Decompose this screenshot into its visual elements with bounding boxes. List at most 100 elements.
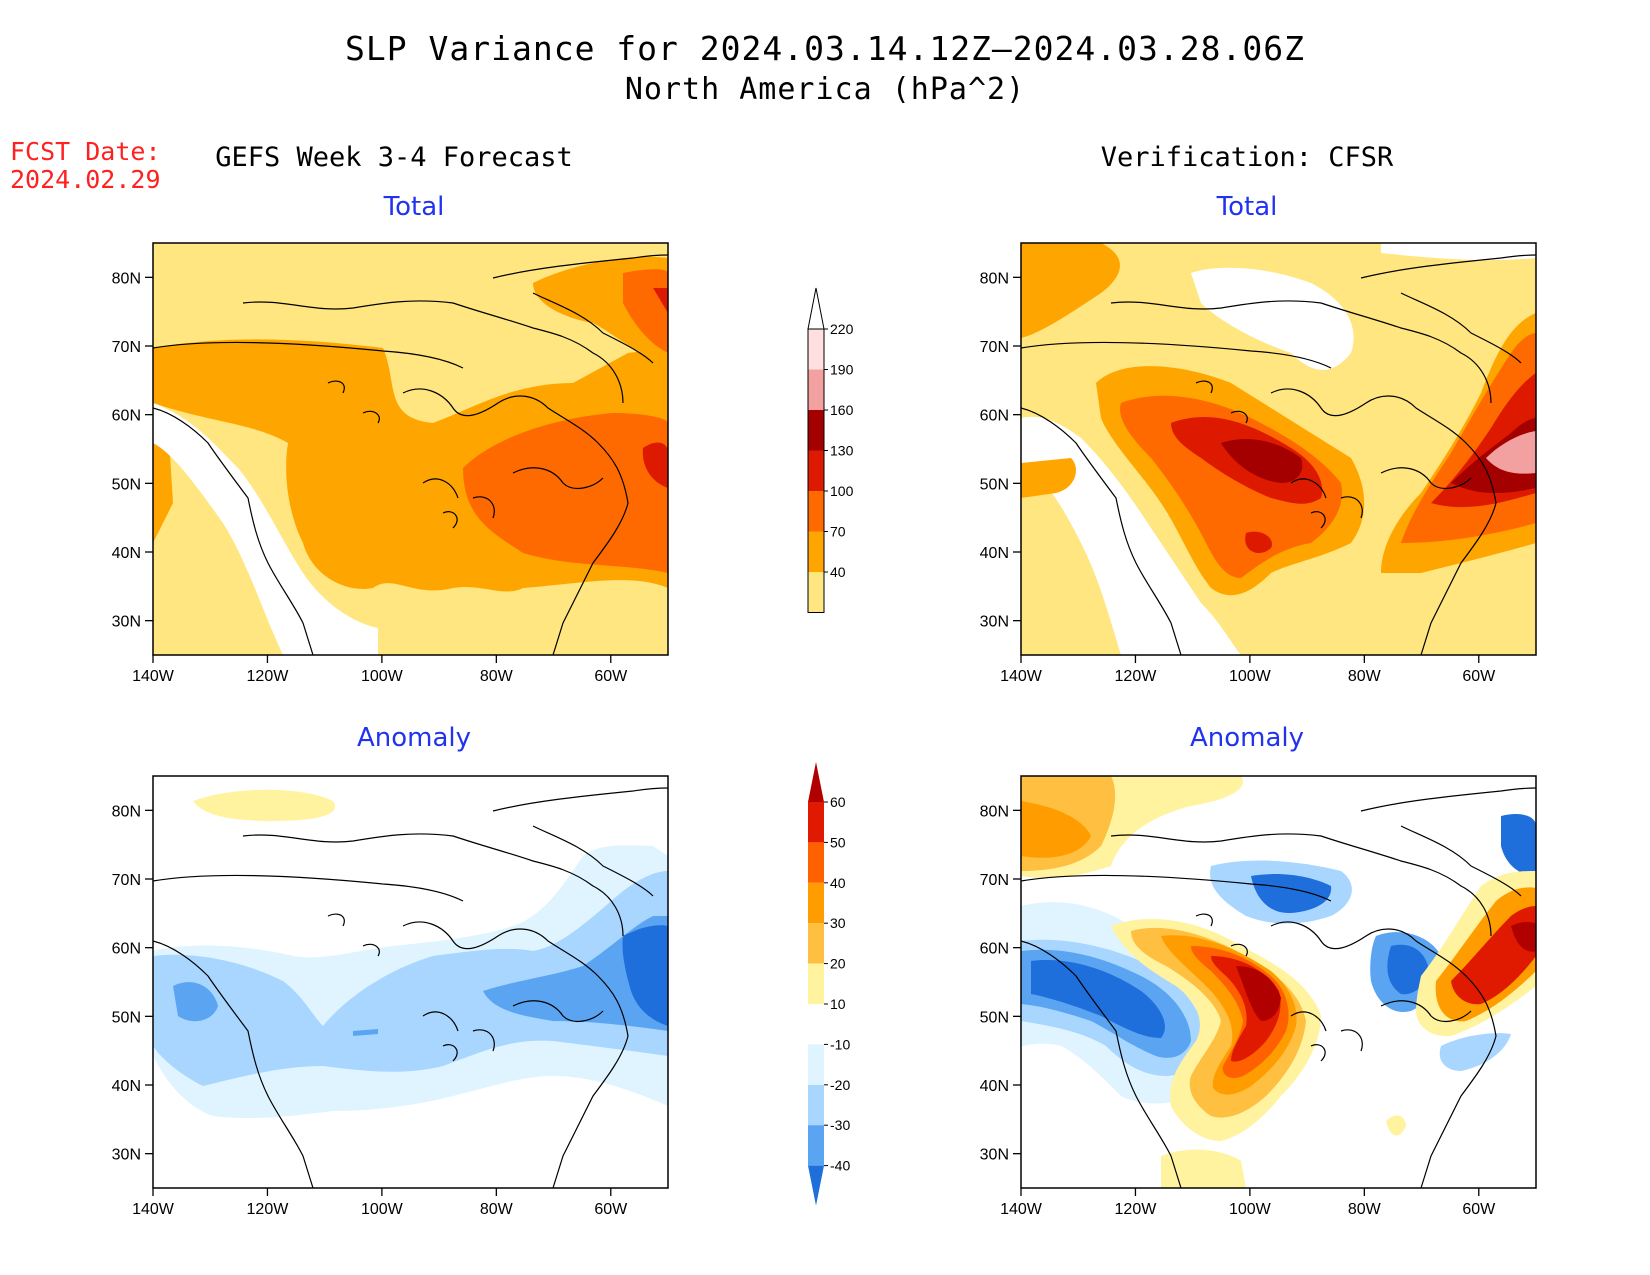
map-forecast-total: [152, 242, 669, 656]
lat-tick-label: 50N: [112, 476, 141, 493]
map-frame: [1020, 775, 1537, 1189]
colorbar-tick-label: -40: [830, 1158, 850, 1174]
contour-fill-below-minus40-east: [1387, 944, 1429, 995]
lat-tick-label: 40N: [112, 545, 141, 562]
lon-tick-label: 60W: [1462, 1201, 1496, 1218]
lon-tick-label: 140W: [1000, 1201, 1043, 1218]
lat-tick-label: 70N: [112, 872, 141, 889]
colorbar-swatch: [808, 329, 824, 370]
colorbar-swatch: [808, 491, 824, 532]
lat-tick-label: 50N: [980, 476, 1009, 493]
lon-tick-label: 100W: [1229, 668, 1272, 685]
colorbar-tick-label: 60: [830, 794, 846, 810]
colorbar-tick-label: 190: [830, 362, 854, 378]
contour-fill-above-60-east: [1511, 921, 1536, 952]
colorbar-swatch: [808, 369, 824, 410]
map-forecast-anomaly: [152, 775, 669, 1189]
colorbar-tick-label: 30: [830, 915, 846, 931]
contour-fill-130-160-south: [1245, 531, 1272, 553]
colorbar-tick-label: 40: [830, 564, 846, 580]
chart-subtitle: North America (hPa^2): [624, 72, 1026, 107]
lon-tick-label: 60W: [594, 1201, 628, 1218]
lat-tick-label: 70N: [112, 339, 141, 356]
colorbar-tick-label: 100: [830, 483, 854, 499]
colorbar-swatch: [808, 842, 824, 883]
lon-tick-label: 120W: [247, 668, 290, 685]
lon-tick-label: 80W: [480, 1201, 514, 1218]
lon-tick-label: 100W: [1229, 1201, 1272, 1218]
contour-fill-above-60-central: [1236, 966, 1281, 1021]
map-frame: [152, 775, 669, 1189]
lon-tick-label: 140W: [1000, 668, 1043, 685]
colorbar-swatch: [808, 410, 824, 451]
contour-fill-below-minus40-ne: [1501, 814, 1536, 876]
lon-tick-label: 140W: [132, 1201, 175, 1218]
lat-tick-label: 80N: [112, 270, 141, 287]
lat-tick-label: 30N: [980, 1147, 1009, 1164]
lat-tick-label: 40N: [112, 1078, 141, 1095]
contour-fill-130-160-north: [653, 288, 668, 313]
lon-tick-label: 80W: [1348, 668, 1382, 685]
contour-fill-190-220: [1486, 431, 1536, 474]
contour-fill-10-20-gulf: [1386, 1115, 1406, 1136]
map-verification-anomaly: [1020, 775, 1537, 1189]
lon-tick-label: 100W: [361, 668, 404, 685]
lon-tick-label: 140W: [132, 668, 175, 685]
contour-fill-100-130-central: [1120, 395, 1342, 578]
contour-fill-minus30-minus40-east: [483, 916, 668, 1031]
lat-tick-label: 60N: [980, 941, 1009, 958]
contour-fill-10-20: [193, 789, 335, 821]
colorbar-swatch: [808, 1004, 824, 1045]
panel-title-top-left: Total: [383, 192, 445, 222]
colorbar-cap-top: [807, 287, 825, 330]
lon-tick-label: 80W: [480, 668, 514, 685]
lat-tick-label: 80N: [980, 803, 1009, 820]
contour-fill-100-130: [463, 413, 668, 573]
lon-tick-label: 120W: [1115, 1201, 1158, 1218]
lon-tick-label: 120W: [1115, 668, 1158, 685]
contour-fill-below-minus40-west: [1031, 960, 1165, 1038]
colorbar-swatch: [808, 802, 824, 843]
colorbar-outline: [807, 328, 825, 613]
lat-tick-label: 30N: [112, 1147, 141, 1164]
lat-tick-label: 60N: [112, 941, 141, 958]
contour-fill-minus30-small: [353, 1029, 378, 1036]
lat-tick-label: 70N: [980, 872, 1009, 889]
right-column-heading: Verification: CFSR: [1100, 142, 1394, 173]
colorbar-tick-label: 160: [830, 402, 854, 418]
colorbar-cap-top: [808, 762, 824, 802]
lat-tick-label: 40N: [980, 1078, 1009, 1095]
lat-tick-label: 60N: [980, 408, 1009, 425]
colorbar-swatch: [808, 1044, 824, 1085]
colorbar-tick-label: 130: [830, 443, 854, 459]
coastlines: [153, 787, 668, 1188]
colorbar-tick-label: 40: [830, 875, 846, 891]
lat-tick-label: 70N: [980, 339, 1009, 356]
contour-fill-below-40-north: [1191, 267, 1354, 370]
contour-fill-below-minus40-north: [1251, 874, 1332, 914]
map-verification-total: [1020, 242, 1537, 656]
lat-tick-label: 30N: [112, 614, 141, 631]
panel-title-bottom-right: Anomaly: [1189, 723, 1305, 753]
left-column-heading: GEFS Week 3-4 Forecast: [215, 142, 573, 173]
contour-fill-minus30-minus40-west: [173, 982, 218, 1022]
lat-tick-label: 50N: [112, 1009, 141, 1026]
panel-title-bottom-left: Anomaly: [356, 723, 472, 753]
lat-tick-label: 50N: [980, 1009, 1009, 1026]
colorbar-tick-label: 50: [830, 834, 846, 850]
forecast-date-value: 2024.02.29: [10, 165, 161, 194]
contour-fill-minus20-minus30: [153, 871, 668, 1086]
contour-fill-10-20-mexico: [1161, 1149, 1246, 1188]
lat-tick-label: 40N: [980, 545, 1009, 562]
colorbar-swatch: [808, 882, 824, 924]
lon-tick-label: 60W: [594, 668, 628, 685]
colorbar-tick-label: -10: [830, 1036, 850, 1052]
total-colorbar: 220 190 160 130 100 70 40: [807, 287, 854, 613]
coastlines: [1021, 787, 1536, 1188]
map-frame: [152, 242, 669, 656]
contour-fill-70-100-nw: [1021, 243, 1120, 338]
lat-tick-label: 80N: [980, 270, 1009, 287]
anomaly-colorbar: 60 50 40 30 20 10 -10 -20 -30 -40: [808, 762, 850, 1206]
chart-title: SLP Variance for 2024.03.14.12Z—2024.03.…: [345, 29, 1305, 68]
lon-tick-label: 100W: [361, 1201, 404, 1218]
